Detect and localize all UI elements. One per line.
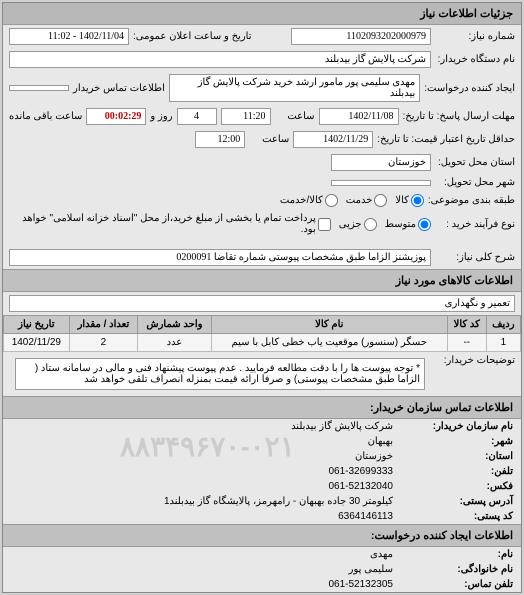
c-postal: 6364146113 [338,511,393,522]
budget-radio-kala[interactable]: کالا [395,194,424,207]
delivery-city-label: شهر محل تحویل: [435,177,515,188]
contact-section-title: اطلاعات تماس سازمان خریدار: [3,396,521,419]
countdown-timer: 00:02:29 [86,108,146,125]
c-phone: 061-32699333 [328,466,393,477]
r-phone: 061-52132305 [328,579,393,590]
table-cell: 2 [69,334,137,352]
buyer-org-label: نام دستگاه خریدار: [435,54,515,65]
days-left: 4 [177,108,217,125]
request-no-label: شماره نیاز: [435,31,515,42]
process-radio-partial[interactable]: جزیی [339,218,377,231]
r-family: سلیمی پور [349,564,393,575]
buyer-org-value: شرکت پالایش گاز بیدبلند [9,51,431,68]
days-label: روز و [150,111,172,122]
table-header: تاریخ نیاز [4,316,70,334]
buyer-contact-value [9,85,69,91]
table-cell: عدد [138,334,212,352]
process-type-label: نوع فرآیند خرید : [435,219,515,230]
goods-section-title: اطلاعات کالاهای مورد نیاز [3,269,521,292]
table-header: واحد شمارش [138,316,212,334]
table-header: کد کالا [447,316,486,334]
timer-label: ساعت باقی مانده [9,111,82,122]
validity-date: 1402/11/29 [293,131,373,148]
panel-title: جزئیات اطلاعات نیاز [3,3,521,25]
c-addr: کیلومتر 30 جاده بهبهان - رامهرمز، پالایش… [164,496,393,507]
r-family-label: نام خانوادگی: [393,564,513,575]
table-row: 1--حسگر (سنسور) موقعیت یاب خطی کابل با س… [4,334,521,352]
goods-category: تعمیر و نگهداری [9,295,515,312]
c-fax: 061-52132040 [328,481,393,492]
c-city-label: شهر: [393,436,513,447]
table-header: ردیف [486,316,520,334]
c-postal-label: کد پستی: [393,511,513,522]
table-cell: 1402/11/29 [4,334,70,352]
delivery-state: خوزستان [331,154,431,171]
r-name-label: نام: [393,549,513,560]
table-cell: -- [447,334,486,352]
c-city: بهبهان [368,436,393,447]
budget-radio-khedmat[interactable]: خدمت [346,194,388,207]
r-phone-label: تلفن تماس: [393,579,513,590]
public-datetime-label: تاریخ و ساعت اعلان عمومی: [133,31,252,42]
process-radio-med[interactable]: متوسط [385,218,431,231]
goods-table: ردیفکد کالانام کالاواحد شمارشتعداد / مقد… [3,315,521,352]
c-phone-label: تلفن: [393,466,513,477]
c-org: شرکت پالایش گاز بیدبلند [291,421,393,432]
desc-label: شرح کلی نیاز: [435,252,515,263]
deadline-label: مهلت ارسال پاسخ: تا تاریخ: [403,111,515,122]
time-label-1: ساعت [275,111,315,122]
c-addr-label: آدرس پستی: [393,496,513,507]
deadline-date: 1402/11/08 [319,108,399,125]
c-org-label: نام سازمان خریدار: [393,421,513,432]
public-datetime-value: 1402/11/04 - 11:02 [9,28,129,45]
desc-value: پوزیشنز الزاما طبق مشخصات پیوستی شماره ت… [9,249,431,266]
req-contact-title: اطلاعات ایجاد کننده درخواست: [3,524,521,547]
request-no-value: 1102093202000979 [291,28,431,45]
process-checkbox[interactable]: پرداخت تمام یا بخشی از مبلغ خرید،از محل … [9,213,331,235]
delivery-city [331,180,431,186]
table-cell: حسگر (سنسور) موقعیت یاب خطی کابل با سیم [211,334,447,352]
buyer-notes-label: توضیحات خریدار: [435,355,515,366]
requester-label: ایجاد کننده درخواست: [424,83,515,94]
deadline-time: 11:20 [221,108,271,125]
buyer-contact-label: اطلاعات تماس خریدار [73,83,165,94]
table-cell: 1 [486,334,520,352]
c-state-label: استان: [393,451,513,462]
c-fax-label: فکس: [393,481,513,492]
c-state: خوزستان [355,451,393,462]
r-name: مهدی [370,549,393,560]
delivery-state-label: استان محل تحویل: [435,157,515,168]
table-header: نام کالا [211,316,447,334]
budget-group-label: طبقه بندی موضوعی: [428,195,515,206]
table-header: تعداد / مقدار [69,316,137,334]
budget-radio-both[interactable]: کالا/خدمت [280,194,338,207]
buyer-notes: * توجه پیوست ها را با دقت مطالعه فرمایید… [15,358,425,390]
time-label-2: ساعت [249,134,289,145]
validity-label: حداقل تاریخ اعتبار قیمت: تا تاریخ: [377,134,515,145]
requester-value: مهدی سلیمی پور مامور ارشد خرید شرکت پالا… [169,74,420,102]
validity-time: 12:00 [195,131,245,148]
